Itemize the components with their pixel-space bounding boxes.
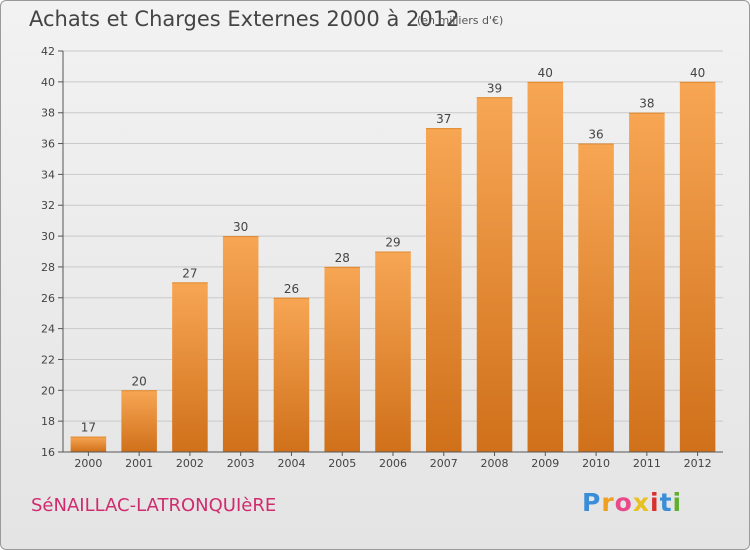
bar-2004 [273,297,310,452]
bar-2002 [172,282,208,452]
y-tick-label: 26 [41,292,55,305]
y-tick-label: 18 [41,415,55,428]
x-tick-label: 2008 [481,457,509,470]
bar-2008 [476,97,513,453]
x-tick-label: 2012 [684,457,712,470]
proxiti-logo: Proxiti [582,488,682,517]
data-label: 20 [132,374,147,388]
data-label: 29 [385,236,400,250]
y-tick-label: 16 [41,446,55,459]
y-tick-label: 30 [41,230,55,243]
bar-2001 [121,390,157,452]
data-label: 39 [487,81,502,95]
chart-title: Achats et Charges Externes 2000 à 2012 [29,7,460,31]
x-tick-label: 2003 [227,457,255,470]
data-label: 38 [639,97,654,111]
y-tick-label: 28 [41,261,55,274]
logo-letter: t [659,488,673,517]
x-tick-label: 2011 [633,457,661,470]
bar-2012 [679,81,716,452]
y-tick-label: 42 [41,45,55,58]
y-tick-label: 24 [41,323,55,336]
x-tick-label: 2000 [74,457,102,470]
logo-letter: P [582,488,602,517]
data-label: 40 [690,66,705,80]
bar-2003 [222,236,259,452]
logo-letter: x [632,488,650,517]
data-label: 28 [335,251,350,265]
x-tick-label: 2009 [531,457,559,470]
data-label: 36 [588,128,603,142]
logo-letter: o [614,488,633,517]
data-label: 30 [233,220,248,234]
y-tick-label: 34 [41,168,55,181]
x-tick-label: 2002 [176,457,204,470]
y-tick-label: 32 [41,199,55,212]
y-tick-label: 20 [41,384,55,397]
bar-2005 [324,266,360,452]
x-tick-label: 2005 [328,457,356,470]
data-label: 17 [81,421,96,435]
logo-letter: i [672,488,683,517]
data-label: 27 [182,266,197,280]
y-tick-label: 22 [41,353,55,366]
y-tick-label: 38 [41,107,55,120]
chart-subtitle: (en milliers d'€) [417,14,504,27]
data-label: 37 [436,112,451,126]
x-tick-label: 2010 [582,457,610,470]
x-tick-label: 2004 [277,457,305,470]
x-tick-label: 2006 [379,457,407,470]
y-tick-label: 40 [41,76,55,89]
y-tick-label: 36 [41,138,55,151]
logo-letter: r [601,488,615,517]
logo-letter: i [650,488,660,517]
x-tick-label: 2007 [430,457,458,470]
x-tick-label: 2001 [125,457,153,470]
data-label: 40 [538,66,553,80]
bar-2010 [578,143,614,453]
commune-name: SéNAILLAC-LATRONQUIèRE [31,495,277,516]
bar-2006 [375,251,411,452]
bar-2007 [426,128,462,452]
bar-2011 [629,112,665,452]
data-label: 26 [284,282,299,296]
bar-2000 [70,436,107,452]
bar-2009 [527,81,564,452]
